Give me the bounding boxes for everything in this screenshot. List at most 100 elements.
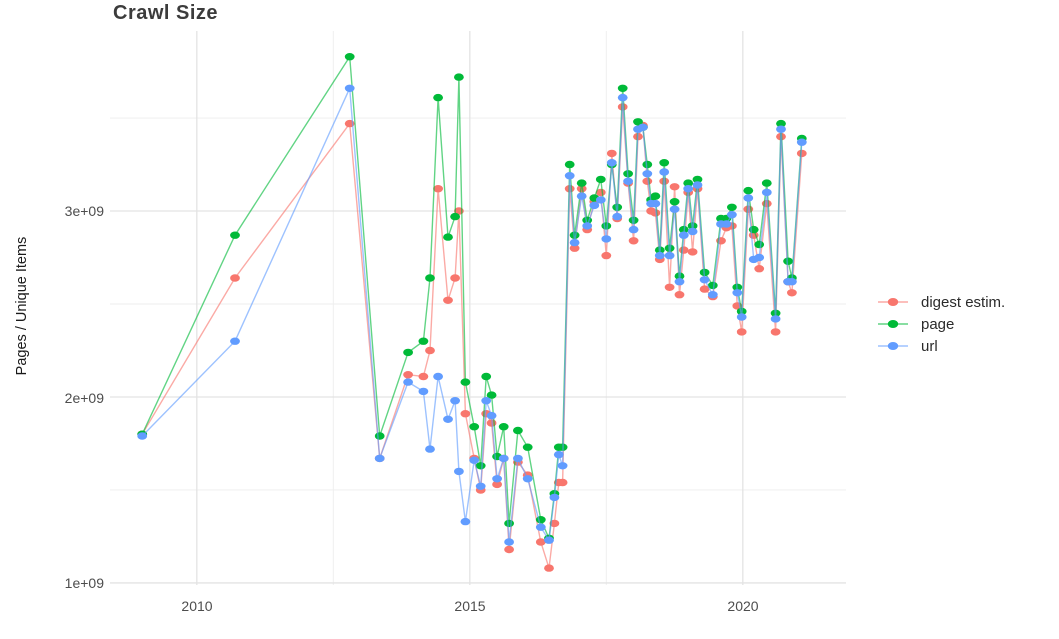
data-point-page [469, 423, 480, 431]
data-point-url [443, 415, 453, 423]
data-point-digestestim [544, 564, 554, 572]
data-point-url [692, 181, 703, 189]
legend-label-digest: digest estim. [921, 293, 1006, 311]
data-point-page [633, 118, 643, 126]
chart-title: Crawl Size [113, 2, 219, 24]
data-point-url [553, 450, 564, 459]
data-point-url [707, 291, 718, 299]
data-point-digestestim [664, 283, 675, 291]
data-point-page [601, 222, 612, 230]
data-point-url [796, 138, 807, 146]
data-point-url [754, 253, 765, 262]
legend-item-url: url [877, 335, 1005, 357]
data-point-page [475, 462, 486, 470]
data-point-url [425, 445, 435, 453]
data-point-page [683, 179, 694, 187]
data-point-page [754, 240, 765, 249]
series-line-url [141, 85, 803, 543]
data-point-page [776, 119, 786, 128]
data-point-url [498, 454, 509, 463]
data-point-url [475, 482, 486, 490]
legend-swatch-url [878, 342, 908, 350]
data-point-digestestim [418, 372, 429, 381]
data-point-page [564, 160, 575, 169]
data-point-digestestim [736, 328, 747, 336]
data-point-page [344, 53, 355, 61]
y-tick-label-1e09: 1e+09 [64, 575, 104, 591]
data-point-digestestim [535, 538, 546, 546]
data-point-url [403, 378, 413, 386]
data-point-url [678, 231, 689, 239]
data-point-url [418, 387, 429, 396]
data-point-digestestim [699, 285, 710, 293]
data-point-page [486, 391, 497, 399]
data-point-url [576, 192, 587, 200]
data-point-url [492, 475, 502, 483]
data-point-url [344, 84, 355, 93]
data-point-digestestim [433, 185, 443, 193]
data-point-url [137, 432, 148, 440]
data-point-digestestim [678, 246, 689, 254]
data-point-url [544, 536, 554, 544]
legend: digest estim. page url [877, 291, 1005, 357]
y-tick-label-2e09: 2e+09 [64, 390, 104, 406]
data-point-page [707, 281, 718, 290]
data-point-url [664, 251, 675, 260]
data-point-url [674, 278, 685, 286]
x-tick-label-2020: 2020 [727, 598, 759, 614]
data-point-page [743, 186, 754, 195]
data-point-url [606, 159, 617, 167]
data-point-url [549, 493, 560, 502]
data-point-digestestim [628, 237, 639, 245]
data-point-url [601, 235, 612, 243]
data-point-page [576, 179, 587, 187]
data-point-url [460, 517, 471, 526]
data-point-page [761, 179, 772, 187]
data-point-url [770, 315, 781, 323]
data-point-page [443, 233, 453, 241]
legend-swatch-digest [878, 298, 908, 306]
data-point-url [486, 411, 497, 420]
y-tick-label-3e09: 3e+09 [64, 203, 104, 219]
data-point-url [699, 276, 710, 284]
data-point-url [522, 475, 533, 483]
legend-label-page: page [921, 315, 955, 333]
data-point-page [692, 175, 703, 184]
legend-label-url: url [921, 337, 938, 355]
data-point-digestestim [601, 251, 612, 260]
data-point-page [481, 372, 492, 381]
data-point-url [761, 188, 772, 197]
series-line-digestestim [141, 106, 803, 569]
data-point-digestestim [492, 480, 502, 489]
data-point-digestestim [796, 149, 807, 158]
data-point-digestestim [606, 149, 617, 158]
data-point-page [230, 231, 240, 239]
data-point-page [669, 198, 680, 206]
legend-item-page: page [877, 313, 1005, 335]
data-point-page [418, 337, 429, 345]
data-point-url [535, 523, 546, 531]
data-point-url [481, 397, 492, 405]
data-point-url [230, 337, 240, 345]
data-point-digestestim [443, 296, 453, 304]
data-point-url [659, 168, 670, 176]
data-point-url [569, 238, 580, 247]
data-point-digestestim [687, 248, 698, 256]
data-point-page [450, 212, 460, 221]
y-axis-title: Pages / Unique Items [14, 236, 30, 376]
data-point-url [787, 278, 797, 286]
data-point-page [433, 93, 443, 102]
data-point-digestestim [504, 545, 514, 554]
data-point-url [732, 289, 743, 297]
data-point-page [513, 426, 523, 435]
data-point-page [650, 192, 661, 200]
data-point-page [504, 519, 514, 528]
data-point-url [582, 222, 593, 230]
data-point-url [513, 454, 523, 463]
data-point-digestestim [770, 328, 781, 336]
data-point-page [617, 84, 628, 93]
data-point-page [454, 73, 464, 81]
data-point-page [642, 160, 653, 169]
data-point-url [450, 397, 460, 405]
